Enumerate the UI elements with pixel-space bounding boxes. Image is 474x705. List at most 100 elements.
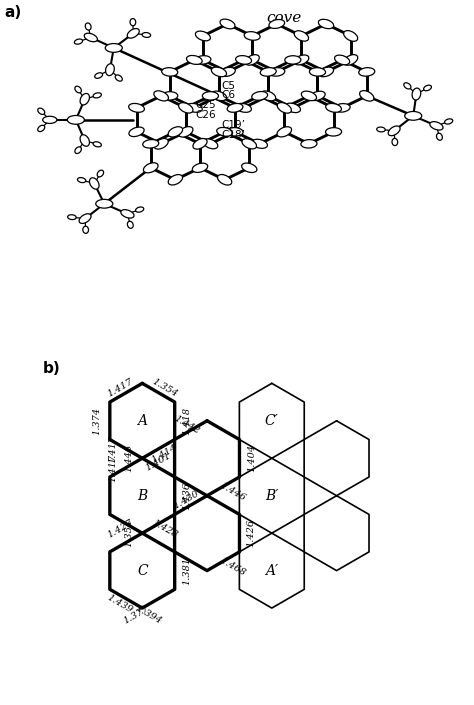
Text: 1.417: 1.417 [109,453,118,482]
Text: 1.446: 1.446 [125,444,134,472]
Ellipse shape [220,19,235,29]
Text: 1.427: 1.427 [105,518,134,540]
Ellipse shape [285,56,301,64]
Ellipse shape [129,127,144,137]
Ellipse shape [127,28,139,38]
Ellipse shape [260,68,276,76]
Ellipse shape [277,127,292,137]
Text: b): b) [43,361,60,376]
Text: 1.374: 1.374 [92,407,101,435]
Ellipse shape [344,54,358,66]
Text: 1.354: 1.354 [125,519,134,547]
Text: 1.442: 1.442 [172,414,201,436]
Ellipse shape [130,18,136,26]
Text: A: A [137,414,147,428]
Ellipse shape [128,221,133,228]
Ellipse shape [430,122,443,130]
Ellipse shape [192,163,208,173]
Ellipse shape [424,85,431,91]
Ellipse shape [252,140,267,148]
Ellipse shape [115,75,122,81]
Ellipse shape [236,104,251,112]
Ellipse shape [294,31,309,41]
Ellipse shape [83,226,89,233]
Ellipse shape [252,92,268,100]
Ellipse shape [38,108,45,114]
Text: C6: C6 [221,90,235,100]
Ellipse shape [93,93,101,98]
Ellipse shape [202,92,219,100]
Ellipse shape [261,91,276,101]
Ellipse shape [236,56,252,64]
Ellipse shape [143,140,159,148]
Ellipse shape [437,133,442,140]
Ellipse shape [388,126,400,135]
Ellipse shape [68,215,76,219]
Text: 1.426: 1.426 [246,519,255,547]
Text: 1.401: 1.401 [144,451,173,473]
Ellipse shape [93,142,101,147]
Text: 1.428: 1.428 [150,518,179,540]
Text: cove: cove [267,11,302,25]
Text: 1.417: 1.417 [109,435,118,463]
Text: a): a) [5,6,22,20]
Ellipse shape [203,139,218,149]
Ellipse shape [412,88,421,100]
Ellipse shape [445,119,453,124]
Ellipse shape [95,73,102,78]
Text: 1.436: 1.436 [182,482,191,510]
Ellipse shape [77,178,86,183]
Ellipse shape [85,23,91,30]
Ellipse shape [242,163,257,173]
Ellipse shape [220,68,235,76]
Text: C26: C26 [195,110,216,120]
Ellipse shape [168,127,182,137]
Ellipse shape [186,104,202,112]
Ellipse shape [310,91,325,101]
Ellipse shape [392,138,398,146]
Ellipse shape [269,20,284,28]
Ellipse shape [75,147,82,154]
Ellipse shape [38,125,45,132]
Ellipse shape [310,68,326,76]
Text: 1.446: 1.446 [219,481,247,503]
Ellipse shape [179,103,193,113]
Text: C: C [137,563,147,577]
Text: C18’: C18’ [221,130,246,140]
Ellipse shape [162,68,178,76]
Text: 1.468: 1.468 [219,556,247,577]
Ellipse shape [335,55,350,65]
Text: 1.354: 1.354 [151,376,180,398]
Text: 1.394: 1.394 [134,604,163,626]
Ellipse shape [162,92,178,100]
Ellipse shape [136,207,144,212]
Ellipse shape [96,200,113,208]
Ellipse shape [245,55,259,65]
Ellipse shape [43,116,57,123]
Ellipse shape [144,163,158,173]
Ellipse shape [142,32,151,37]
Ellipse shape [168,175,182,185]
Ellipse shape [404,82,411,89]
Ellipse shape [97,170,104,177]
Text: C′: C′ [265,414,279,428]
Text: 1.418: 1.418 [182,407,191,435]
Ellipse shape [179,127,193,137]
Ellipse shape [105,44,122,52]
Ellipse shape [218,175,232,185]
Ellipse shape [405,111,422,121]
Ellipse shape [128,104,145,112]
Ellipse shape [277,102,292,114]
Ellipse shape [326,104,341,112]
Text: 1.377: 1.377 [122,604,151,626]
Ellipse shape [80,135,90,146]
Text: B: B [137,489,147,503]
Ellipse shape [242,139,256,149]
Ellipse shape [227,104,243,112]
Ellipse shape [377,127,385,132]
Ellipse shape [121,209,134,218]
Ellipse shape [334,104,350,112]
Text: A′: A′ [265,563,278,577]
Text: 1.414: 1.414 [150,443,179,465]
Ellipse shape [193,138,207,149]
